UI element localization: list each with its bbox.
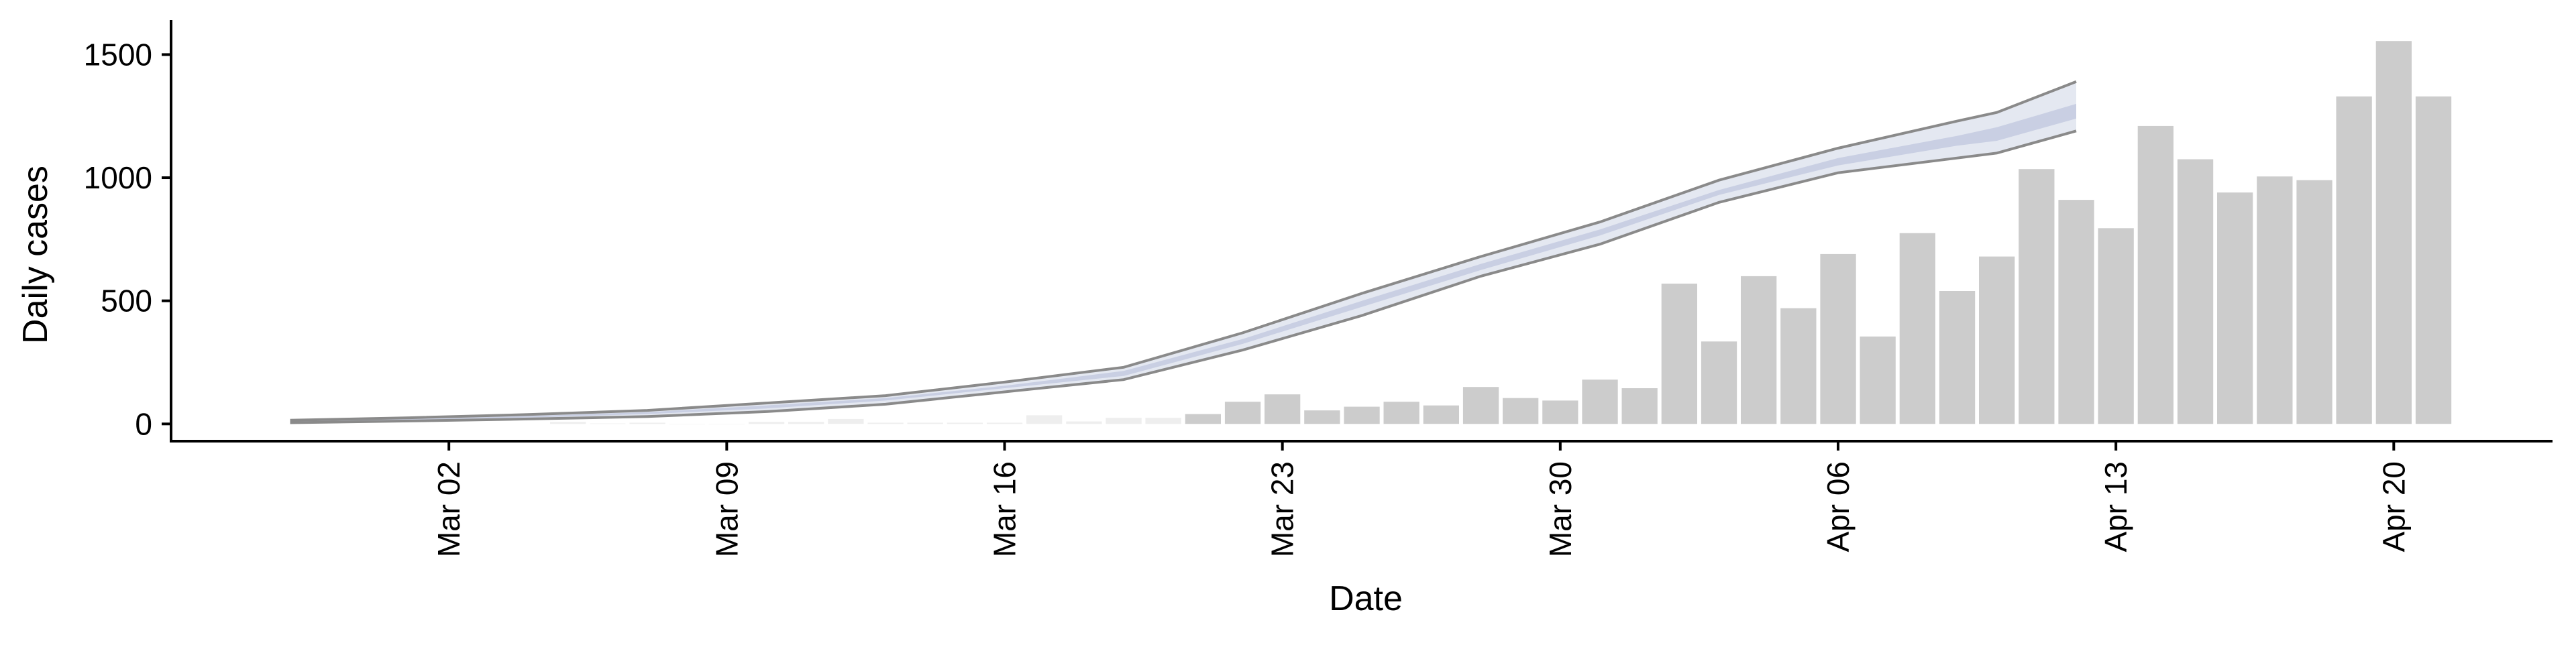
bar: [1820, 253, 1856, 424]
bar: [2098, 228, 2134, 424]
bar: [1304, 410, 1340, 424]
x-axis-title: Date: [1329, 579, 1403, 618]
y-tick-label: 500: [101, 284, 152, 318]
bar: [1224, 402, 1261, 424]
bar: [1939, 291, 1976, 424]
estimate-lower-line: [290, 129, 2077, 424]
bar: [1265, 394, 1301, 424]
bar: [550, 422, 586, 424]
bar: [2257, 176, 2293, 424]
bar: [2415, 96, 2452, 424]
bar: [2058, 200, 2094, 424]
bar: [1026, 415, 1063, 424]
bar: [629, 422, 665, 424]
bar: [1621, 388, 1658, 424]
bar: [1701, 341, 1737, 424]
bar: [1066, 421, 1102, 424]
bar: [1106, 418, 1142, 424]
estimate-layer: [290, 80, 2077, 424]
estimate-band-90: [290, 81, 2076, 423]
bar: [2336, 96, 2372, 424]
bar: [828, 418, 864, 424]
bar: [1344, 406, 1380, 424]
bar: [1423, 405, 1459, 424]
estimate-upper-line: [290, 80, 2077, 422]
x-tick-label: Mar 23: [1265, 461, 1300, 557]
bar: [2177, 159, 2214, 424]
bar: [1383, 402, 1419, 424]
y-tick-label: 0: [135, 406, 152, 441]
x-tick-label: Apr 06: [1821, 461, 1856, 552]
bar: [867, 422, 904, 424]
x-tick-label: Apr 13: [2098, 461, 2133, 552]
bar: [1503, 398, 1539, 424]
bar: [748, 422, 785, 424]
bar: [788, 422, 824, 424]
x-tick-label: Mar 30: [1543, 461, 1578, 557]
bar: [1661, 284, 1697, 424]
bar: [947, 422, 983, 424]
bar: [1899, 233, 1935, 424]
bar: [1860, 336, 1896, 424]
x-tick-label: Mar 09: [709, 461, 744, 557]
bar: [1542, 400, 1578, 424]
y-tick-label: 1500: [84, 37, 152, 72]
y-tick-label: 1000: [84, 160, 152, 195]
bar: [907, 422, 943, 424]
x-tick-label: Mar 16: [987, 461, 1022, 557]
estimate-band-50: [290, 103, 2076, 422]
bar: [1780, 308, 1817, 424]
bars-layer: [550, 41, 2452, 424]
bar: [1185, 414, 1221, 424]
bar: [1582, 379, 1618, 424]
bar: [1462, 387, 1499, 424]
x-tick-label: Mar 02: [431, 461, 466, 557]
bar: [2217, 192, 2253, 424]
axes-layer: 0 500 1000 1500 Mar 02 Mar 09 Mar 16 Mar 23 Mar …: [84, 20, 2553, 557]
bar: [1145, 418, 1181, 424]
bar: [2137, 125, 2174, 424]
x-tick-label: Apr 20: [2376, 461, 2411, 552]
y-axis-title: Daily cases: [16, 166, 55, 344]
bar: [1741, 276, 1777, 424]
bar: [2375, 41, 2412, 424]
bar: [1979, 256, 2015, 424]
bar: [2019, 169, 2055, 424]
bar: [986, 422, 1023, 424]
bar: [2296, 180, 2332, 424]
